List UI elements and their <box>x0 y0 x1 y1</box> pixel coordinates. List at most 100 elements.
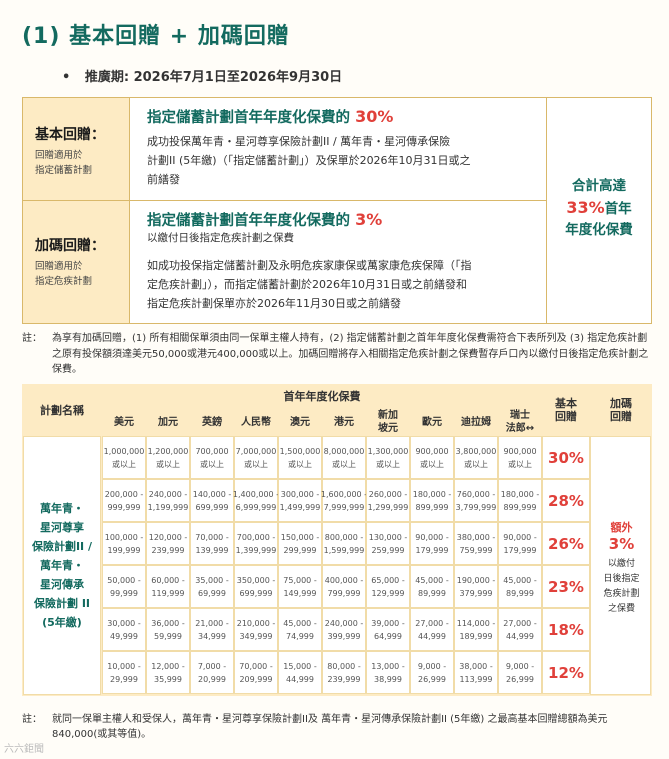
premium-range-cell: 90,000 - 179,999 <box>410 522 454 565</box>
premium-range-cell: 350,000 - 699,999 <box>234 565 278 608</box>
total-rebate: 合計高達 33%首年 年度化保費 <box>547 98 651 323</box>
premium-range-cell: 9,000 - 26,999 <box>498 651 542 694</box>
premium-range-cell: 210,000 - 349,999 <box>234 608 278 651</box>
basic-rebate-line2: 計劃II (5年繳)（「指定儲蓄計劃」）及保單於2026年10月31日或之 <box>147 154 471 167</box>
premium-range-cell: 1,200,000 或以上 <box>146 436 190 479</box>
basic-rebate-pct: 12% <box>542 651 590 694</box>
premium-range-cell: 120,000 - 239,999 <box>146 522 190 565</box>
premium-range-cell: 60,000 - 119,999 <box>146 565 190 608</box>
promotion-period: • 推廣期: 2026年7月1日至2026年9月30日 <box>62 66 342 85</box>
premium-range-cell: 7,000 - 20,999 <box>190 651 234 694</box>
total-line-pct: 33%首年 <box>547 198 651 219</box>
premium-range-cell: 27,000 - 44,999 <box>498 608 542 651</box>
bonus-rebate-header: 加碼 回贈 <box>610 397 632 423</box>
premium-range-cell: 70,000 - 209,999 <box>234 651 278 694</box>
premium-range-cell: 35,000 - 69,999 <box>190 565 234 608</box>
total-pct: 33% <box>566 198 605 217</box>
extra-pct: 3% <box>608 535 635 553</box>
watermark: 六六鉅聞 <box>4 744 44 755</box>
premium-range-cell: 150,000 - 299,999 <box>278 522 322 565</box>
currency-header: 港元 <box>334 416 354 428</box>
premium-range-cell: 240,000 - 399,999 <box>322 608 366 651</box>
premium-range-cell: 8,000,000 或以上 <box>322 436 366 479</box>
extra-desc: 以繳付 日後指定 危疾計劃 之保費 <box>603 559 640 614</box>
page-title: (1) 基本回贈 + 加碼回贈 <box>22 24 290 49</box>
basic-rebate-header: 基本 回贈 <box>555 397 577 423</box>
premium-range-cell: 400,000 - 799,999 <box>322 565 366 608</box>
plan-name-text: 萬年青・ 星河尊享 保險計劃II / 萬年青・ 星河傳承 保險計劃 II (5年… <box>31 502 93 629</box>
premium-range-cell: 260,000 - 1,299,999 <box>366 479 410 522</box>
premium-range-cell: 1,300,000 或以上 <box>366 436 410 479</box>
currency-header: 澳元 <box>290 416 310 428</box>
premium-range-cell: 700,000 或以上 <box>190 436 234 479</box>
bonus-rebate-line3: 定危疾計劃」），而指定儲蓄計劃於2026年10月31日或之前繕發和 <box>147 278 467 291</box>
note2-text: 就同一保單主權人和受保人，萬年青・星河尊享保險計劃II及 萬年青・星河傳承保險計… <box>52 714 608 740</box>
premium-header: 首年年度化保費 <box>283 389 361 403</box>
plan-name-header: 計劃名稱 <box>40 403 84 417</box>
premium-range-cell: 7,000,000 或以上 <box>234 436 278 479</box>
bonus-rebate-detail: 指定儲蓄計劃首年年度化保費的 3% 以繳付日後指定危疾計劃之保費 如成功投保指定… <box>130 201 547 323</box>
premium-range-cell: 80,000 - 239,999 <box>322 651 366 694</box>
premium-range-cell: 13,000 - 38,999 <box>366 651 410 694</box>
premium-range-cell: 90,000 - 179,999 <box>498 522 542 565</box>
premium-range-cell: 50,000 - 99,999 <box>102 565 146 608</box>
premium-range-cell: 180,000 - 899,999 <box>410 479 454 522</box>
basic-rebate-pct: 23% <box>542 565 590 608</box>
premium-range-cell: 27,000 - 44,999 <box>410 608 454 651</box>
premium-range-cell: 100,000 - 199,999 <box>102 522 146 565</box>
plan-name-cell: 萬年青・ 星河尊享 保險計劃II / 萬年青・ 星河傳承 保險計劃 II (5年… <box>23 436 101 695</box>
basic-rebate-label: 基本回贈： 回贈適用於 指定儲蓄計劃 <box>23 98 130 201</box>
basic-rebate-line3: 前繕發 <box>147 173 180 186</box>
premium-range-cell: 15,000 - 44,999 <box>278 651 322 694</box>
premium-range-cell: 1,600,000 - 7,999,999 <box>321 479 367 522</box>
total-line1b: 首年 <box>604 201 632 217</box>
premium-range-cell: 180,000 - 899,999 <box>498 479 542 522</box>
bonus-rebate-cell: 額外 3% 以繳付 日後指定 危疾計劃 之保費 <box>590 436 651 695</box>
premium-range-cell: 200,000 - 999,999 <box>102 479 146 522</box>
rebate-summary-box: 基本回贈： 回贈適用於 指定儲蓄計劃 加碼回贈： 回贈適用於 指定危疾計劃 指定… <box>22 97 652 324</box>
basic-title-text: 指定儲蓄計劃首年年度化保費的 <box>147 110 350 126</box>
extra-label: 額外 <box>610 521 633 534</box>
premium-range-cell: 45,000 - 89,999 <box>498 565 542 608</box>
currency-header: 迪拉姆 <box>461 416 491 428</box>
currency-header: 加元 <box>158 416 178 428</box>
premium-range-cell: 140,000 - 699,999 <box>190 479 234 522</box>
premium-range-cell: 9,000 - 26,999 <box>410 651 454 694</box>
premium-range-cell: 38,000 - 113,999 <box>454 651 498 694</box>
premium-range-cell: 30,000 - 49,999 <box>102 608 146 651</box>
basic-rebate-pct: 30% <box>542 436 590 479</box>
bonus-rebate-label: 加碼回贈： 回贈適用於 指定危疾計劃 <box>23 201 130 323</box>
currency-header: 歐元 <box>422 416 442 428</box>
basic-rebate-title: 指定儲蓄計劃首年年度化保費的 30% <box>147 106 393 127</box>
basic-rebate-pct: 28% <box>542 479 590 522</box>
premium-range-cell: 1,000,000 或以上 <box>102 436 146 479</box>
premium-range-cell: 240,000 - 1,199,999 <box>146 479 190 522</box>
bonus-rebate-line1: 以繳付日後指定危疾計劃之保費 <box>147 232 294 244</box>
total-line2: 年度化保費 <box>565 222 633 238</box>
note2-label: 註： <box>22 714 42 725</box>
premium-range-cell: 1,500,000 或以上 <box>278 436 322 479</box>
note1-label: 註： <box>22 333 42 344</box>
premium-range-cell: 45,000 - 74,999 <box>278 608 322 651</box>
rebate-table: 計劃名稱 首年年度化保費 基本 回贈 加碼 回贈 萬年青・ 星河尊享 保險計劃I… <box>22 384 652 696</box>
currency-header: 美元 <box>114 416 134 428</box>
premium-range-cell: 300,000 - 1,499,999 <box>278 479 322 522</box>
total-line1: 合計高達 <box>572 178 626 194</box>
currency-header: 瑞士 法郎↔ <box>505 410 535 434</box>
currency-header: 新加 坡元 <box>378 410 398 434</box>
premium-range-cell: 65,000 - 129,999 <box>366 565 410 608</box>
currency-header: 人民幣 <box>241 416 271 428</box>
basic-rebate-pct: 26% <box>542 522 590 565</box>
bonus-rebate-line2: 如成功投保指定儲蓄計劃及永明危疾家康保或萬家康危疾保障（「指 <box>147 259 472 272</box>
basic-rebate-line1: 成功投保萬年青・星河尊享保險計劃II / 萬年青・星河傳承保險 <box>147 135 451 148</box>
premium-range-cell: 12,000 - 35,999 <box>146 651 190 694</box>
basic-title-pct: 30% <box>355 107 394 126</box>
premium-range-cell: 36,000 - 59,999 <box>146 608 190 651</box>
premium-range-cell: 114,000 - 189,999 <box>454 608 498 651</box>
basic-rebate-sub2: 指定儲蓄計劃 <box>35 165 93 176</box>
premium-range-cell: 45,000 - 89,999 <box>410 565 454 608</box>
premium-range-cell: 75,000 - 149,999 <box>278 565 322 608</box>
premium-range-cell: 10,000 - 29,999 <box>102 651 146 694</box>
bonus-rebate-heading: 加碼回贈： <box>35 238 105 254</box>
note1-text: 為享有加碼回贈，(1) 所有相關保單須由同一保單主權人持有，(2) 指定儲蓄計劃… <box>52 333 649 375</box>
